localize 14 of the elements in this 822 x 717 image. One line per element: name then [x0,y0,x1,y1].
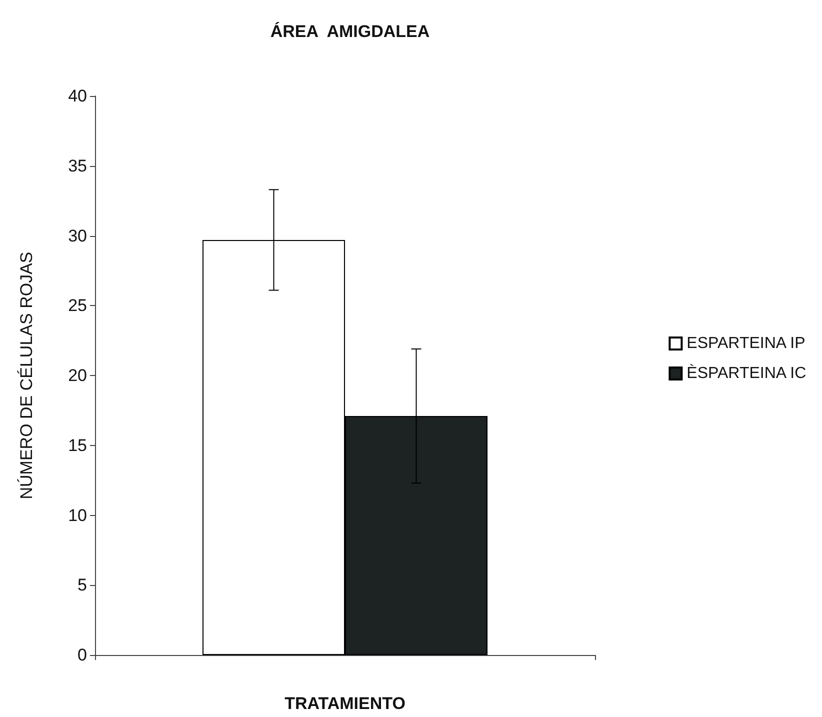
y-tick-label: 20 [68,366,87,385]
y-tick-label: 15 [68,436,87,455]
legend-label: ÈSPARTEINA IC [686,364,806,382]
y-tick-label: 10 [68,506,87,525]
y-tick-label: 0 [78,646,87,664]
y-tick-label: 40 [68,86,87,106]
y-tick-label: 30 [68,226,87,246]
y-tick-label: 5 [78,576,87,595]
x-axis-title: TRATAMIENTO [284,694,406,713]
chart-title: ÁREA AMIGDALEA [270,21,430,41]
y-axis-title: NÚMERO DE CÉLULAS ROJAS [17,252,36,500]
y-tick-label: 25 [68,296,87,316]
y-tick-label: 35 [68,156,87,176]
legend-label: ESPARTEINA IP [686,335,806,352]
